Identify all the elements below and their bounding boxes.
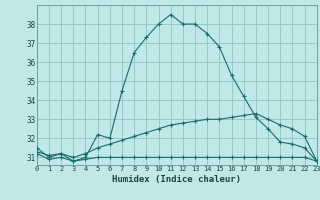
X-axis label: Humidex (Indice chaleur): Humidex (Indice chaleur) (112, 175, 241, 184)
